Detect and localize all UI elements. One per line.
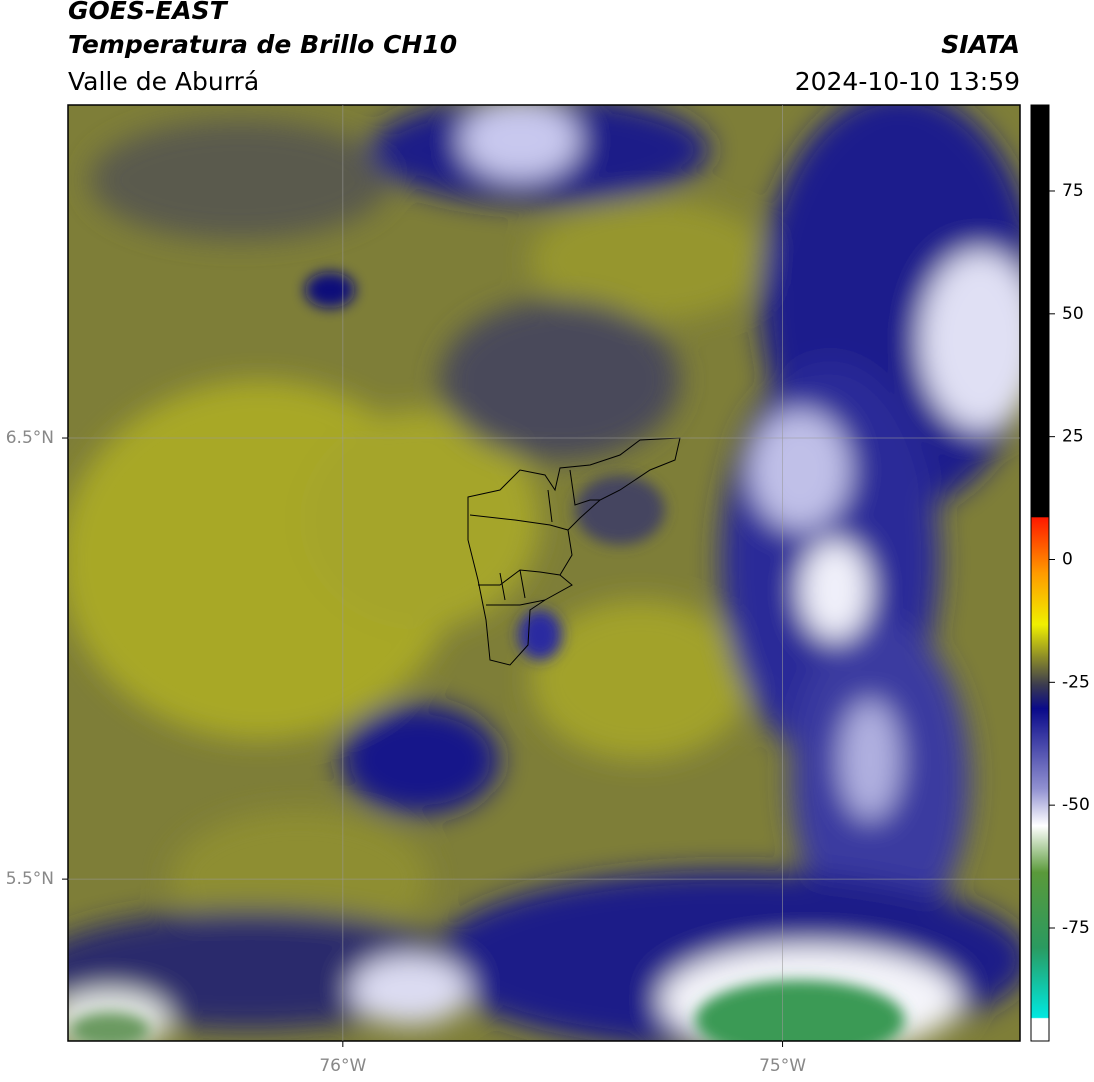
map-frame: [67, 104, 1021, 1042]
imagery: [68, 105, 1020, 1041]
timestamp: 2024-10-10 13:59: [795, 67, 1020, 96]
x-tick-label: 76°W: [319, 1056, 366, 1076]
colorbar-tick-label: 0: [1062, 549, 1073, 569]
colorbar-tick-label: 50: [1062, 304, 1084, 324]
title: GOES-EAST: [68, 0, 229, 25]
colorbar-tick-label: 25: [1062, 427, 1084, 447]
source: SIATA: [941, 30, 1020, 59]
municipal-borders: [467, 437, 681, 666]
region: Valle de Aburrá: [68, 67, 259, 96]
colorbar-tick-label: 75: [1062, 181, 1084, 201]
colorbar-tick-label: -50: [1062, 795, 1090, 815]
y-tick-label: 6.5°N: [6, 428, 54, 448]
x-tick-label: 75°W: [759, 1056, 806, 1076]
subtitle: Temperatura de Brillo CH10: [68, 30, 457, 59]
y-tick-label: 5.5°N: [6, 869, 54, 889]
grid: [68, 105, 1020, 1041]
colorbar-tick-label: -25: [1062, 672, 1090, 692]
colorbar-tick-label: -75: [1062, 918, 1090, 938]
colorbar: [1030, 104, 1050, 1042]
